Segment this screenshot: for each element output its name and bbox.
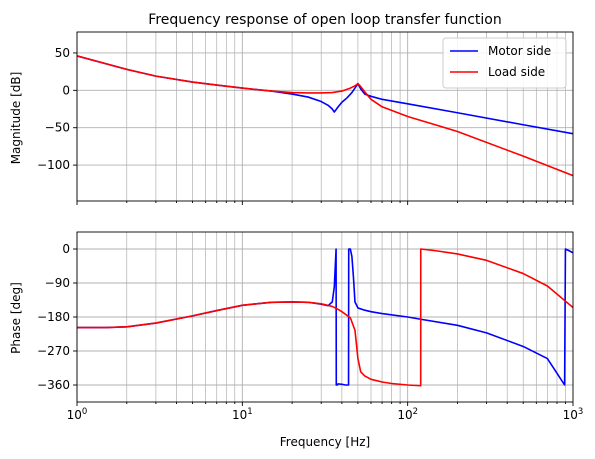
y-tick-label: −90 <box>45 276 70 290</box>
magnitude-ylabel: Magnitude [dB] <box>9 72 23 165</box>
y-tick-label: −270 <box>37 344 70 358</box>
phase-ylabel: Phase [deg] <box>9 282 23 354</box>
y-tick-label: −180 <box>37 310 70 324</box>
x-tick-label: 103 <box>563 407 584 422</box>
legend-label-motor-side: Motor side <box>488 44 551 58</box>
magnitude-plot-title: Frequency response of open loop transfer… <box>148 12 501 28</box>
x-tick-label: 102 <box>397 407 418 422</box>
frequency-xlabel: Frequency [Hz] <box>280 435 371 449</box>
y-tick-label: 0 <box>62 242 70 256</box>
y-tick-label: 50 <box>55 46 70 60</box>
y-tick-label: −50 <box>45 121 70 135</box>
x-tick-label: 100 <box>67 407 88 422</box>
legend: Motor side Load side <box>442 37 567 89</box>
phase-plot: 0 −90 −180 −270 −360 100 101 102 103 <box>37 231 584 422</box>
series-line-load-side <box>77 55 573 177</box>
y-tick-label: −100 <box>37 158 70 172</box>
legend-label-load-side: Load side <box>488 65 545 79</box>
y-tick-label: 0 <box>62 83 70 97</box>
x-tick-label: 101 <box>232 407 253 422</box>
y-tick-label: −360 <box>37 378 70 392</box>
axes-frame <box>76 31 574 202</box>
magnitude-plot: 50 0 −50 −100 <box>37 31 574 205</box>
series-line-load-side <box>77 248 573 387</box>
